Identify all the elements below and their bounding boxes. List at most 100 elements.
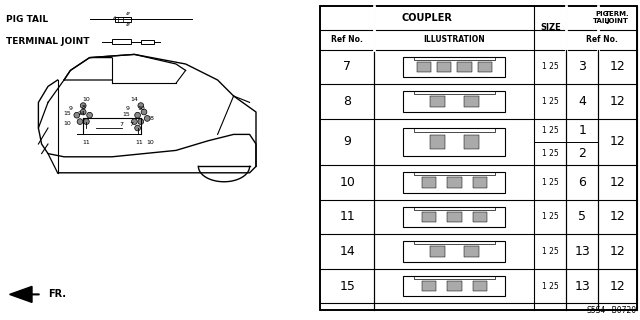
Text: TERM.
JOINT: TERM. JOINT (605, 11, 630, 24)
Circle shape (135, 125, 141, 131)
Text: 6: 6 (579, 176, 586, 189)
Text: 1 25: 1 25 (542, 62, 559, 71)
Text: 15: 15 (339, 280, 355, 292)
Text: 12: 12 (610, 176, 625, 189)
Bar (403, 57, 506, 77)
Bar (141, 40, 154, 44)
Bar (430, 135, 445, 149)
Circle shape (132, 119, 138, 124)
Circle shape (138, 119, 144, 124)
Text: FR.: FR. (48, 289, 66, 300)
Text: 13: 13 (575, 245, 590, 258)
Text: 1 25: 1 25 (542, 149, 559, 158)
Bar (403, 172, 506, 193)
Bar (437, 62, 451, 72)
Bar (115, 17, 131, 22)
Bar (422, 212, 436, 222)
Text: 10: 10 (339, 176, 355, 189)
Text: Ref No.: Ref No. (586, 36, 618, 44)
Bar (430, 96, 445, 107)
Bar (403, 128, 506, 156)
Bar (458, 62, 472, 72)
Bar (403, 241, 506, 262)
Text: 1 25: 1 25 (542, 212, 559, 221)
Text: 14: 14 (77, 111, 86, 116)
Circle shape (138, 103, 144, 108)
Text: 11: 11 (339, 211, 355, 223)
Bar (403, 276, 506, 296)
Bar (464, 135, 479, 149)
Circle shape (77, 119, 83, 124)
Text: 1 25: 1 25 (542, 247, 559, 256)
Text: 7: 7 (343, 60, 351, 73)
Text: 10: 10 (63, 121, 71, 126)
Bar (413, 57, 495, 60)
Text: 10: 10 (137, 106, 145, 111)
Text: 7: 7 (120, 122, 124, 127)
Text: 1 25: 1 25 (542, 97, 559, 106)
Circle shape (74, 112, 80, 118)
Text: ILLUSTRATION: ILLUSTRATION (424, 36, 485, 44)
Bar (417, 62, 431, 72)
Bar (422, 177, 436, 188)
Bar (413, 91, 495, 94)
Text: S5S4−B0720: S5S4−B0720 (587, 306, 637, 315)
Text: 4P: 4P (125, 12, 131, 16)
Bar (464, 96, 479, 107)
Bar (403, 91, 506, 112)
Bar (473, 177, 487, 188)
Bar (413, 172, 495, 175)
Text: 13: 13 (575, 280, 590, 292)
Text: 8: 8 (343, 95, 351, 108)
Circle shape (81, 109, 86, 115)
Bar (112, 39, 131, 44)
Polygon shape (10, 286, 32, 302)
Text: 4: 4 (579, 95, 586, 108)
Text: 10: 10 (147, 140, 154, 145)
Circle shape (87, 112, 93, 118)
Text: 1 25: 1 25 (542, 178, 559, 187)
Text: 5: 5 (579, 211, 586, 223)
Text: 9: 9 (343, 135, 351, 148)
Text: Ref No.: Ref No. (332, 36, 363, 44)
Text: 7: 7 (129, 122, 133, 127)
Bar (413, 128, 495, 132)
Text: 12: 12 (610, 211, 625, 223)
Bar (478, 62, 492, 72)
Text: PIG
TAIL: PIG TAIL (593, 11, 610, 24)
Text: 1 25: 1 25 (542, 126, 559, 135)
Text: 11: 11 (83, 140, 90, 145)
Text: 8: 8 (150, 116, 154, 121)
Circle shape (141, 109, 147, 115)
Text: PIG TAIL: PIG TAIL (6, 15, 49, 24)
Circle shape (135, 112, 141, 118)
Circle shape (84, 119, 90, 124)
Bar (413, 276, 495, 279)
Bar (403, 207, 506, 227)
Text: SIZE: SIZE (540, 23, 561, 33)
Text: 9: 9 (126, 106, 130, 111)
Bar (473, 281, 487, 291)
Text: COUPLER: COUPLER (402, 13, 452, 23)
Text: 8: 8 (81, 105, 85, 110)
Text: 12: 12 (610, 60, 625, 73)
Bar (413, 241, 495, 244)
Bar (413, 207, 495, 210)
Bar (430, 246, 445, 257)
Text: 3: 3 (579, 60, 586, 73)
Text: 14: 14 (339, 245, 355, 258)
Text: 12: 12 (610, 280, 625, 292)
Text: 15: 15 (122, 112, 131, 117)
Bar (422, 281, 436, 291)
Text: 9: 9 (68, 106, 72, 111)
Text: 11: 11 (135, 140, 143, 145)
Text: 14: 14 (131, 97, 138, 102)
Text: 15: 15 (63, 111, 71, 116)
Bar (447, 177, 461, 188)
Text: 12: 12 (610, 95, 625, 108)
Text: 1: 1 (579, 124, 586, 137)
Text: 1 25: 1 25 (542, 282, 559, 291)
Text: 2: 2 (579, 147, 586, 160)
Bar (464, 246, 479, 257)
Text: 12: 12 (610, 135, 625, 148)
